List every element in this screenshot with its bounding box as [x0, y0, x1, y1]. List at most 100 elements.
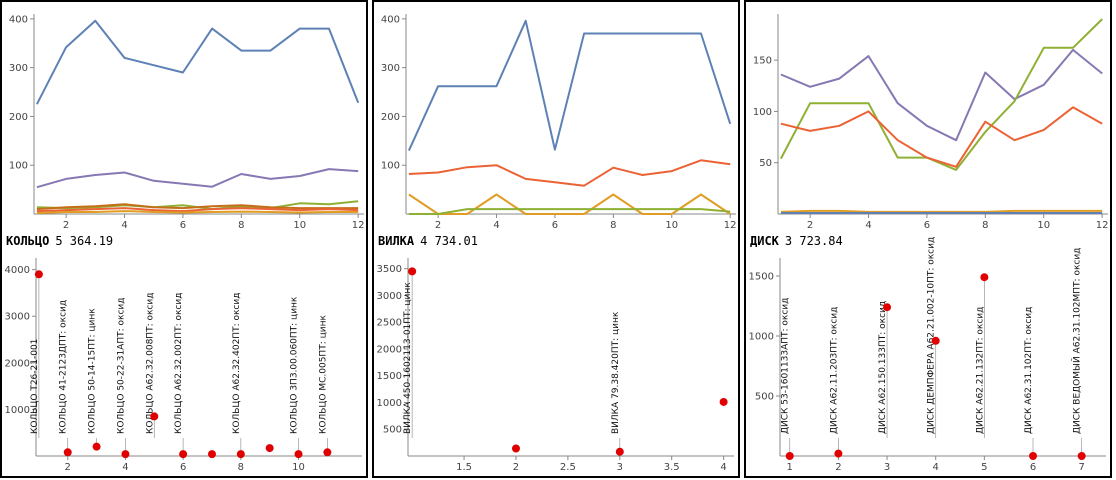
- x-tick-label: 8: [982, 220, 988, 231]
- point-label: ДИСК ДЕМПФЕРА А62.21.002-10ПТ: оксид: [927, 237, 937, 434]
- y-tick-label: 500: [383, 425, 402, 436]
- y-tick-label: 1000: [749, 332, 774, 343]
- x-tick-label: 3: [617, 462, 623, 473]
- x-tick-label: 6: [924, 220, 930, 231]
- data-point: [265, 444, 274, 453]
- line-chart-kolco: 2 4 6 8 10 12 100 200 300 400: [9, 14, 365, 231]
- panel-title: ДИСК 3 723.84: [750, 234, 843, 248]
- x-tick-label: 2.5: [560, 462, 576, 473]
- y-tick-label: 300: [9, 63, 28, 74]
- x-tick-label: 4: [865, 220, 871, 231]
- point-label: ВИЛКА 450-1602113-01ПТ: цинк: [403, 282, 413, 434]
- data-point: [1077, 452, 1086, 460]
- y-tick-label: 1500: [377, 371, 402, 382]
- point-label: КОЛЬЦО А62.32.402ПТ: оксид: [232, 293, 242, 434]
- scatter-chart-kolco: 2 4 6 8 10 1000 2000 3000 4000 КОЛЬЦО Т26-21-001 К…: [5, 258, 362, 473]
- y-tick-label: 150: [753, 56, 772, 67]
- y-tick-label: 400: [381, 14, 400, 25]
- series-line-blue: [407, 19, 732, 152]
- data-point: [834, 449, 843, 458]
- x-tick-label: 1: [787, 462, 793, 473]
- data-point: [63, 448, 72, 457]
- x-tick-label: 4: [493, 220, 499, 231]
- panel-title: ВИЛКА 4 734.01: [378, 234, 478, 248]
- y-tick-label: 2000: [5, 358, 30, 369]
- point-label: КОЛЬЦО 41-2123ДПТ: оксид: [59, 300, 69, 434]
- panel-name: ВИЛКА: [378, 234, 415, 248]
- point-label: ДИСК А62.11.203ПТ: оксид: [829, 307, 839, 434]
- y-tick-label: 300: [381, 63, 400, 74]
- point-label: КОЛЬЦО Т26-21-001: [30, 339, 40, 434]
- x-tick-label: 3.5: [664, 462, 680, 473]
- series-line-green: [408, 208, 731, 215]
- data-point: [980, 273, 989, 282]
- point-label: ДИСК ВЕДОМЫЙ А62.31.102МПТ: оксид: [1071, 248, 1083, 434]
- x-tick-label: 6: [180, 220, 186, 231]
- point-label: КОЛЬЦО 50-22-31АПТ: оксид: [116, 298, 126, 434]
- y-tick-label: 200: [9, 112, 28, 123]
- series-line-orange: [36, 210, 359, 214]
- x-tick-label: 2: [513, 462, 519, 473]
- data-point: [207, 450, 216, 459]
- panel-disk: 2 4 6 8 10 12 50 100 150 ДИСК 3 723.84 1 2 3 4 5 6 7 500…: [744, 0, 1112, 478]
- data-point: [931, 336, 940, 345]
- x-tick-label: 10: [665, 220, 678, 231]
- y-tick-label: 1500: [749, 272, 774, 283]
- point-label: КОЛЬЦО 50-14-15ПТ: цинк: [88, 308, 98, 434]
- y-tick-label: 2000: [377, 344, 402, 355]
- series-line-red: [36, 207, 359, 213]
- x-tick-label: 2: [807, 220, 813, 231]
- data-point: [323, 448, 332, 457]
- y-tick-label: 3000: [377, 291, 402, 302]
- y-tick-label: 1000: [5, 405, 30, 416]
- data-point: [121, 450, 130, 459]
- x-tick-label: 8: [238, 220, 244, 231]
- y-tick-label: 2500: [377, 318, 402, 329]
- x-tick-label: 2: [63, 220, 69, 231]
- scatter-chart-vilka: 1.5 2 2.5 3 3.5 4500100015002000250030003500В…: [377, 258, 734, 473]
- line-chart-disk: 2 4 6 8 10 12 50 100 150: [753, 14, 1109, 231]
- series-line-blue: [36, 19, 360, 105]
- y-tick-label: 500: [755, 392, 774, 403]
- x-tick-label: 10: [292, 462, 305, 473]
- panel-name: ДИСК: [750, 234, 779, 248]
- x-tick-label: 2: [835, 462, 841, 473]
- x-tick-label: 4: [933, 462, 939, 473]
- panel-title: КОЛЬЦО 5 364.19: [6, 234, 113, 248]
- x-tick-label: 8: [238, 462, 244, 473]
- x-tick-label: 12: [352, 220, 365, 231]
- data-point: [34, 270, 43, 279]
- series-line-purple: [36, 168, 359, 189]
- point-label: ДИСК А62.150.133ПТ: оксид: [878, 301, 888, 434]
- y-tick-label: 4000: [5, 265, 30, 276]
- y-tick-label: 100: [9, 161, 28, 172]
- series-line-purple: [780, 48, 1103, 142]
- x-tick-label: 4: [720, 462, 726, 473]
- data-point: [883, 303, 892, 312]
- panel-name: КОЛЬЦО: [6, 234, 50, 248]
- scatter-chart-disk: 1 2 3 4 5 6 7 500 1000 1500 ДИСК 53-1601133АПТ: ок…: [749, 237, 1106, 473]
- point-label: ВИЛКА 79.38.420ПТ: цинк: [611, 311, 621, 434]
- panel-total: 3 723.84: [784, 234, 843, 248]
- data-point: [785, 452, 794, 460]
- panel-total: 5 364.19: [55, 234, 114, 248]
- point-label: КОЛЬЦО А62.32.002ПТ: оксид: [174, 293, 184, 434]
- x-tick-label: 10: [1037, 220, 1050, 231]
- x-tick-label: 12: [724, 220, 737, 231]
- y-tick-label: 100: [381, 161, 400, 172]
- point-label: КОЛЬЦО 3П3.00.060ПТ: цинк: [290, 296, 300, 434]
- panel-total: 4 734.01: [420, 234, 478, 248]
- point-label: ДИСК 53-1601133АПТ: оксид: [781, 298, 791, 434]
- x-tick-label: 10: [293, 220, 306, 231]
- line-chart-vilka: 2 4 6 8 10 12 100 200 300 400: [381, 14, 737, 231]
- x-tick-label: 5: [981, 462, 987, 473]
- data-point: [1029, 452, 1038, 460]
- data-point: [150, 412, 159, 421]
- data-point: [408, 267, 417, 276]
- series-line-red: [408, 159, 731, 187]
- y-tick-label: 200: [381, 112, 400, 123]
- x-tick-label: 1.5: [456, 462, 472, 473]
- x-tick-label: 3: [884, 462, 890, 473]
- data-point: [511, 444, 520, 453]
- x-tick-label: 2: [435, 220, 441, 231]
